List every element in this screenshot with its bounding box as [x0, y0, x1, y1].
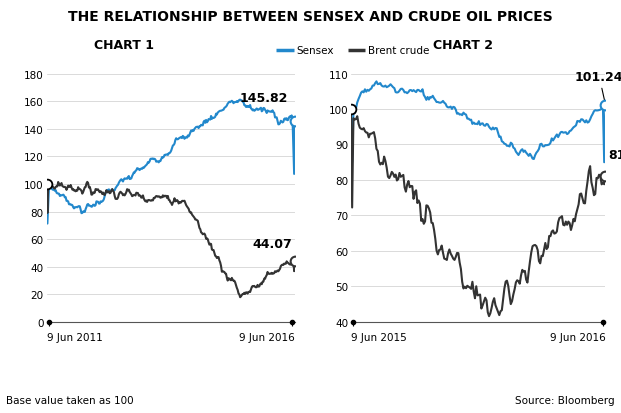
Text: 9 Jun 2016: 9 Jun 2016: [550, 332, 605, 342]
Text: Sensex: Sensex: [296, 46, 333, 56]
Text: 145.82: 145.82: [239, 92, 288, 105]
Text: CHART 1: CHART 1: [94, 39, 154, 52]
Text: 44.07: 44.07: [253, 237, 292, 250]
Text: THE RELATIONSHIP BETWEEN SENSEX AND CRUDE OIL PRICES: THE RELATIONSHIP BETWEEN SENSEX AND CRUD…: [68, 10, 553, 24]
Text: 9 Jun 2011: 9 Jun 2011: [47, 332, 102, 342]
Text: Source: Bloomberg: Source: Bloomberg: [515, 395, 615, 405]
Text: CHART 2: CHART 2: [433, 39, 492, 52]
Text: 81.23: 81.23: [608, 149, 621, 162]
Text: 9 Jun 2015: 9 Jun 2015: [351, 332, 407, 342]
Text: 9 Jun 2016: 9 Jun 2016: [239, 332, 295, 342]
Text: 101.24: 101.24: [575, 71, 621, 103]
Text: Base value taken as 100: Base value taken as 100: [6, 395, 134, 405]
Text: Brent crude: Brent crude: [368, 46, 429, 56]
